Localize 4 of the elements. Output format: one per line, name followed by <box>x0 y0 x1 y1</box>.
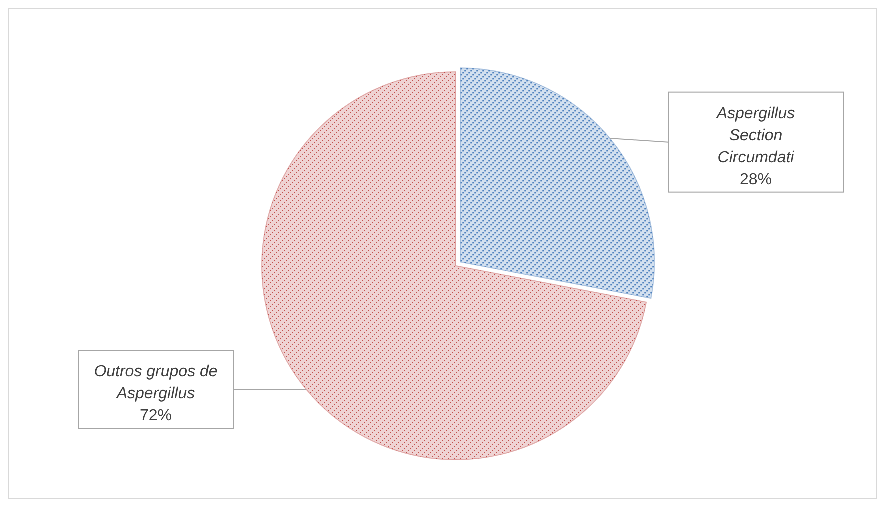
data-label: 72% <box>140 408 172 425</box>
data-label: 28% <box>740 171 772 188</box>
slice-label: Outros grupos de Aspergillus <box>94 364 218 403</box>
slice-label: Aspergillus Section Circumdati <box>716 105 796 166</box>
